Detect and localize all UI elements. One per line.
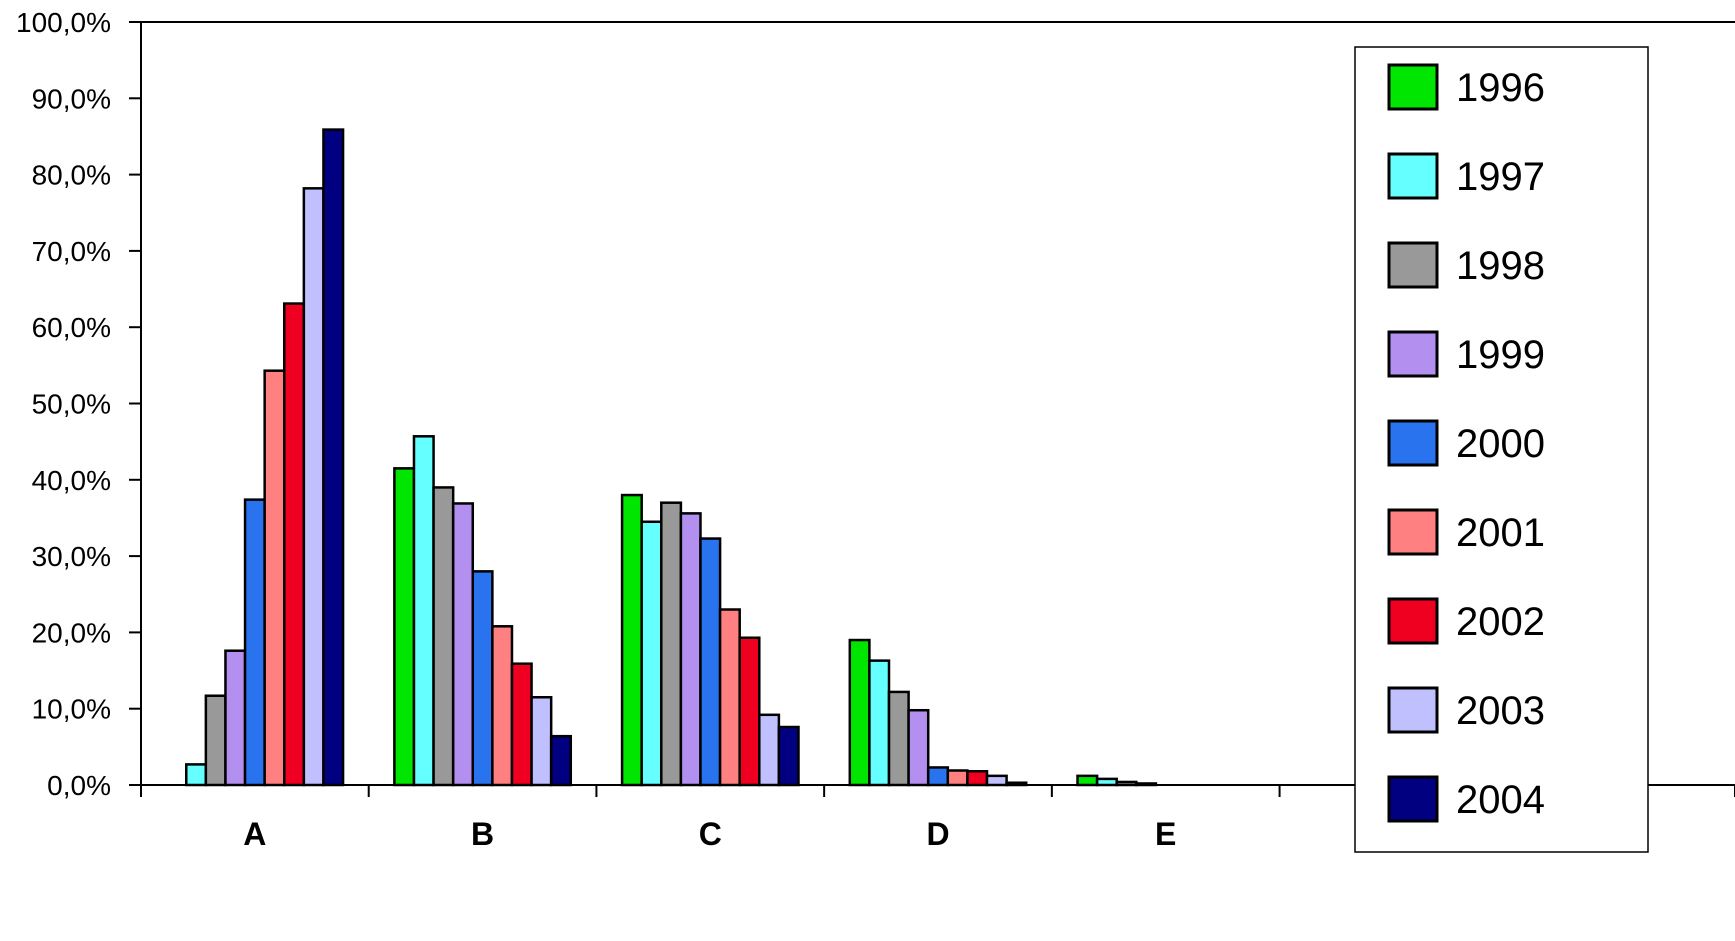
bar-D-1997 (868, 659, 891, 787)
y-tick-label: 10,0% (32, 694, 111, 725)
bar-C-2002 (738, 636, 761, 787)
legend-swatch-2000 (1387, 419, 1439, 467)
y-tick-label: 80,0% (32, 160, 111, 191)
bar-E-1997 (1095, 777, 1118, 787)
x-category-label: B (471, 816, 494, 852)
legend-swatch-2002 (1387, 597, 1439, 645)
bar-B-1996 (393, 467, 416, 787)
y-tick-label: 50,0% (32, 389, 111, 420)
bar-B-2003 (530, 696, 553, 787)
bar-D-1999 (907, 708, 930, 787)
bar-B-2000 (471, 570, 494, 787)
legend-label-2003: 2003 (1456, 689, 1545, 733)
bar-A-2002 (283, 302, 306, 787)
bar-D-2000 (926, 766, 950, 787)
bar-A-2003 (302, 187, 325, 787)
bar-D-1998 (887, 690, 910, 787)
bar-D-2003 (985, 774, 1008, 787)
legend: 1996 1997 1998 1999 2000 2001 2002 2003 2004 (1354, 46, 1649, 853)
bar-C-1997 (640, 520, 663, 787)
bar-A-1997 (185, 763, 208, 787)
y-tick-label: 60,0% (32, 312, 111, 343)
legend-swatch-2004 (1387, 775, 1439, 823)
legend-label-2004: 2004 (1456, 778, 1545, 822)
x-category-label: A (243, 816, 266, 852)
bar-A-2000 (243, 498, 266, 787)
bar-D-2004 (1005, 781, 1028, 787)
legend-label-2001: 2001 (1456, 511, 1545, 555)
bar-B-1998 (432, 486, 455, 787)
bar-E-1998 (1115, 780, 1138, 787)
bar-A-1998 (204, 694, 227, 787)
bar-D-1996 (848, 638, 871, 787)
legend-swatch-1999 (1387, 330, 1439, 378)
bar-C-1996 (620, 493, 643, 787)
bar-E-1996 (1076, 774, 1099, 787)
bar-C-2000 (699, 537, 722, 787)
legend-swatch-2003 (1387, 686, 1439, 734)
legend-label-2000: 2000 (1456, 422, 1545, 466)
bar-B-2001 (491, 625, 514, 787)
bar-D-2001 (946, 769, 969, 787)
x-category-label: E (1155, 816, 1176, 852)
y-tick-label: 20,0% (32, 617, 111, 648)
bar-B-1997 (412, 435, 435, 787)
y-tick-label: 90,0% (32, 83, 111, 114)
bar-B-2002 (510, 662, 533, 787)
legend-swatch-1998 (1387, 241, 1439, 289)
y-tick-label: 70,0% (32, 236, 111, 267)
bar-A-1999 (224, 649, 247, 787)
bar-D-2002 (966, 770, 989, 787)
bars (185, 128, 1158, 787)
legend-label-1996: 1996 (1456, 66, 1545, 110)
bar-A-2004 (322, 128, 345, 787)
bar-E-1999 (1135, 782, 1158, 787)
legend-label-1999: 1999 (1456, 333, 1545, 377)
x-category-label: C (699, 816, 722, 852)
bar-C-2001 (718, 608, 741, 787)
legend-swatch-1997 (1387, 152, 1439, 200)
bar-C-1999 (679, 512, 702, 787)
y-tick-label: 100,0% (16, 7, 111, 38)
y-tick-label: 40,0% (32, 465, 111, 496)
bar-B-1999 (451, 502, 475, 787)
legend-label-1997: 1997 (1456, 155, 1545, 199)
legend-swatch-2001 (1387, 508, 1439, 556)
bar-B-2004 (549, 734, 573, 787)
bar-C-1998 (660, 501, 683, 787)
bar-A-2001 (263, 369, 286, 787)
legend-label-1998: 1998 (1456, 244, 1545, 288)
bar-C-2003 (758, 713, 781, 787)
x-category-label: D (926, 816, 949, 852)
y-tick-label: 0,0% (47, 770, 111, 801)
legend-swatch-1996 (1387, 63, 1439, 111)
y-axis: 0,0% 10,0% 20,0% 30,0% 40,0% 50,0% 60,0% 70,0% 8… (16, 7, 1735, 801)
y-tick-label: 30,0% (32, 541, 111, 572)
legend-label-2002: 2002 (1456, 600, 1545, 644)
bar-C-2004 (777, 725, 800, 787)
